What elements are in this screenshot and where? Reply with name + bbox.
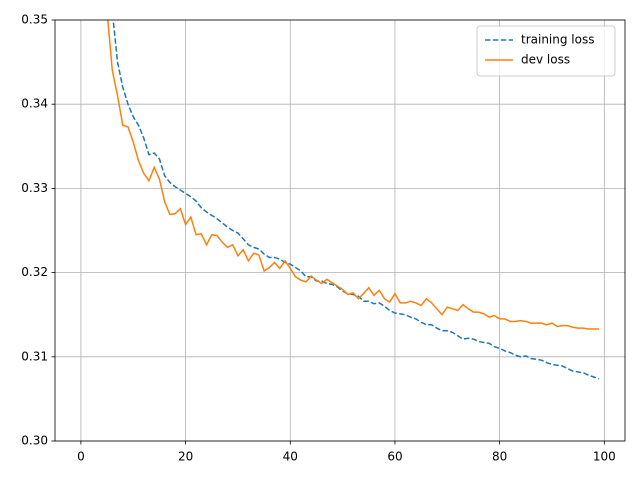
grid — [55, 19, 625, 442]
x-tick-label: 60 — [387, 450, 402, 464]
legend: training loss dev loss — [476, 25, 616, 77]
y-tick-label: 0.31 — [21, 349, 48, 363]
series-line — [107, 20, 600, 330]
x-tick-label: 0 — [77, 450, 85, 464]
x-tick-label: 20 — [178, 450, 193, 464]
x-tick-label: 100 — [593, 450, 616, 464]
axes-frame — [54, 19, 626, 442]
y-tick-label: 0.32 — [21, 265, 48, 279]
series-line — [112, 20, 600, 380]
y-tick-label: 0.35 — [21, 13, 48, 27]
y-tick-label: 0.34 — [21, 97, 48, 111]
x-tick-label: 80 — [492, 450, 507, 464]
y-tick-label: 0.30 — [21, 434, 48, 448]
y-tick-label: 0.33 — [21, 181, 48, 195]
legend-label: training loss — [521, 33, 594, 47]
legend-label: dev loss — [521, 53, 570, 67]
legend-box — [476, 25, 616, 77]
plot-area — [107, 20, 600, 380]
x-tick-label: 40 — [283, 450, 298, 464]
